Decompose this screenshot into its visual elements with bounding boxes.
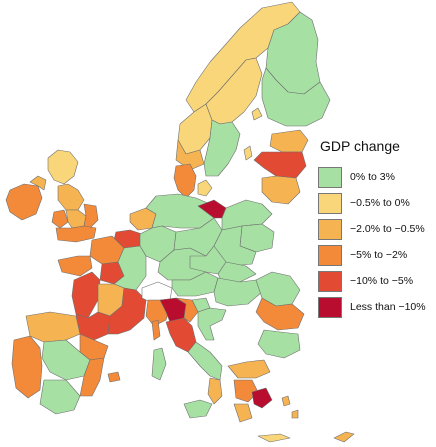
region-greece-north — [227, 359, 271, 379]
region-sicily — [183, 399, 213, 419]
legend-label: −10% to −5% — [350, 275, 414, 287]
region-hungary — [213, 277, 263, 307]
legend-label: −5% to −2% — [350, 249, 408, 261]
region-germany-north — [145, 193, 215, 229]
region-northern-ireland — [29, 175, 47, 191]
region-east-england — [83, 203, 99, 229]
region-italy-calabria — [207, 377, 223, 405]
region-balearics — [107, 371, 121, 383]
legend-swatch — [318, 296, 342, 318]
region-finland-south — [261, 67, 331, 127]
region-croatia — [197, 307, 227, 341]
legend-swatch — [318, 270, 342, 292]
region-spain-north — [25, 311, 81, 343]
legend-label: −2.0% to −0.5% — [350, 223, 425, 235]
legend-swatch — [318, 218, 342, 240]
region-aland — [251, 107, 263, 121]
region-italy-northeast — [175, 297, 199, 323]
legend-item: −0.5% to 0% — [318, 190, 436, 216]
region-sweden-gotland — [243, 145, 253, 161]
legend-items: 0% to 3% −0.5% to 0% −2.0% to −0.5% −5% … — [318, 164, 436, 320]
legend-title: GDP change — [320, 138, 400, 154]
region-france-west — [71, 271, 101, 319]
legend-item: −5% to −2% — [318, 242, 436, 268]
region-italy-center — [165, 317, 197, 353]
region-sweden-south — [203, 119, 241, 177]
region-corsica — [151, 319, 161, 341]
region-italy-south — [187, 341, 223, 381]
region-scotland — [47, 149, 79, 185]
region-aegean-islands — [281, 395, 299, 419]
region-spain-south — [39, 379, 81, 415]
region-midlands — [65, 209, 87, 229]
legend-swatch — [318, 166, 342, 188]
legend-item: −2.0% to −0.5% — [318, 216, 436, 242]
legend-label: 0% to 3% — [350, 171, 395, 183]
region-lithuania — [261, 175, 301, 205]
region-denmark-islands — [197, 179, 213, 197]
legend: GDP change 0% to 3% −0.5% to 0% −2.0% to… — [318, 138, 436, 320]
region-brittany — [57, 255, 93, 277]
region-romania-south — [255, 297, 305, 331]
legend-swatch — [318, 192, 342, 214]
region-portugal — [11, 335, 43, 399]
region-n-england — [57, 183, 85, 211]
region-wales — [51, 209, 69, 229]
region-france-southeast — [107, 287, 147, 335]
region-peloponnese — [233, 403, 253, 423]
region-crete — [257, 433, 291, 443]
legend-label: −0.5% to 0% — [350, 197, 410, 209]
region-denmark-jutland — [173, 163, 197, 199]
region-south-england — [55, 225, 97, 243]
region-sardinia — [151, 347, 167, 381]
legend-item: 0% to 3% — [318, 164, 436, 190]
legend-item: Less than −10% — [318, 294, 436, 320]
region-ireland — [5, 183, 43, 221]
legend-item: −10% to −5% — [318, 268, 436, 294]
region-estonia — [269, 129, 309, 153]
region-norway-south — [177, 103, 213, 155]
legend-label: Less than −10% — [350, 301, 426, 313]
legend-swatch — [318, 244, 342, 266]
region-cyprus — [333, 431, 355, 443]
region-latvia — [253, 151, 307, 179]
region-greece-attica — [251, 387, 273, 409]
region-bulgaria — [257, 329, 301, 359]
